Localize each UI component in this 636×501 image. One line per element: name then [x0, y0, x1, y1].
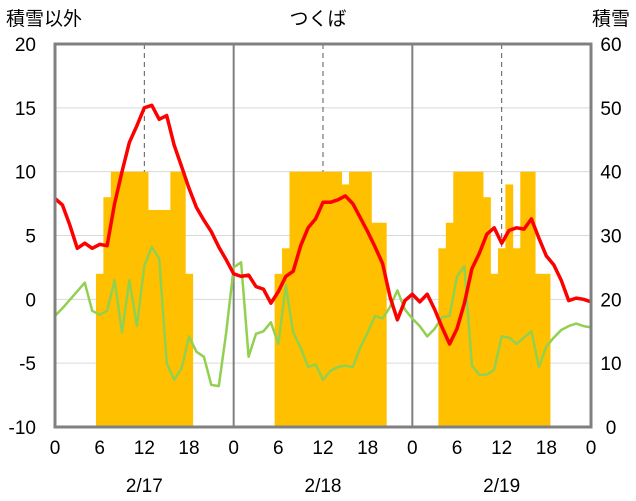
snow-depth-bar [371, 222, 380, 427]
snow-depth-bar [535, 273, 544, 427]
snow-depth-bar [162, 209, 171, 427]
y-tick-label-left: 15 [15, 99, 36, 120]
snow-depth-bar [527, 171, 536, 427]
snow-depth-bar [505, 184, 514, 427]
plot-border [53, 42, 593, 429]
y-tick-label-right: 20 [600, 290, 621, 311]
snow-depth-bar [274, 273, 283, 427]
snow-depth-bar [282, 248, 290, 427]
snow-depth-bar [326, 171, 335, 427]
temperature-line [53, 103, 592, 346]
snow-depth-bar [512, 248, 521, 427]
snow-depth-bar [445, 222, 454, 427]
snow-depth-bar [170, 171, 179, 427]
day-label: 2/19 [483, 476, 520, 497]
x-tick-label: 6 [94, 438, 105, 459]
y-tick-label-left: 10 [15, 163, 36, 184]
snow-depth-bar [378, 222, 387, 427]
snow-depth-bar [289, 171, 298, 427]
y-tick-label-right: 60 [600, 35, 621, 56]
y-tick-label-right: 10 [600, 354, 621, 375]
chart-title: つくば [289, 8, 346, 30]
snow-depth-bar [468, 171, 477, 427]
snow-depth-bar [453, 171, 462, 427]
y-tick-label-right: 0 [606, 418, 617, 439]
snow-depth-bar [341, 184, 350, 427]
snow-depth-bar [363, 171, 372, 427]
y-tick-label-left: -5 [19, 354, 36, 375]
x-tick-label: 12 [312, 438, 333, 459]
y-tick-label-left: -10 [9, 418, 36, 439]
snow-depth-bar [490, 273, 499, 427]
day-label: 2/18 [305, 476, 342, 497]
snow-depth-bar [475, 171, 484, 427]
y-tick-label-left: 0 [25, 290, 36, 311]
snow-depth-bar [311, 171, 320, 427]
x-tick-label: 6 [452, 438, 463, 459]
snow-depth-bar [438, 248, 447, 427]
y-tick-label-left: 5 [25, 227, 36, 248]
snow-depth-bar [140, 171, 149, 427]
x-tick-label: 0 [407, 438, 418, 459]
dew-point-line [54, 245, 592, 388]
snow-depth-bar [110, 171, 119, 427]
snow-depth-bar [304, 171, 313, 427]
snow-depth-bar [296, 171, 305, 427]
y-tick-label-right: 30 [600, 227, 621, 248]
x-tick-label: 18 [536, 438, 557, 459]
snow-depth-bar [319, 171, 328, 427]
snow-depth-bar [356, 171, 365, 427]
day-label: 2/17 [126, 476, 163, 497]
snow-depth-bar [349, 171, 357, 427]
snow-depth-bar [155, 209, 164, 427]
snow-depth-bar [95, 273, 104, 427]
snow-depth-bar [125, 171, 134, 427]
snow-depth-bar [177, 171, 186, 427]
snow-depth-bar [542, 273, 551, 427]
y-tick-label-right: 50 [600, 99, 621, 120]
y-tick-label-left: 20 [15, 35, 36, 56]
snow-depth-bar [520, 171, 529, 427]
snow-depth-bar [148, 209, 156, 427]
x-tick-label: 18 [178, 438, 199, 459]
y-tick-label-right: 40 [600, 163, 621, 184]
x-tick-label: 12 [134, 438, 155, 459]
snow-depth-bar [483, 197, 491, 427]
right-axis-title: 積雪 [592, 8, 630, 30]
snow-depth-bar [118, 171, 127, 427]
x-tick-label: 0 [50, 438, 61, 459]
snow-depth-bars [95, 171, 551, 427]
x-tick-label: 0 [228, 438, 239, 459]
snow-depth-bar [334, 171, 343, 427]
x-tick-label: 18 [357, 438, 378, 459]
plot-frame [53, 42, 593, 429]
x-tick-label: 12 [491, 438, 512, 459]
snow-depth-bar [185, 273, 194, 427]
snow-depth-bar [133, 171, 142, 427]
left-axis-title: 積雪以外 [6, 8, 82, 30]
x-tick-label: 0 [586, 438, 597, 459]
x-tick-label: 6 [273, 438, 284, 459]
